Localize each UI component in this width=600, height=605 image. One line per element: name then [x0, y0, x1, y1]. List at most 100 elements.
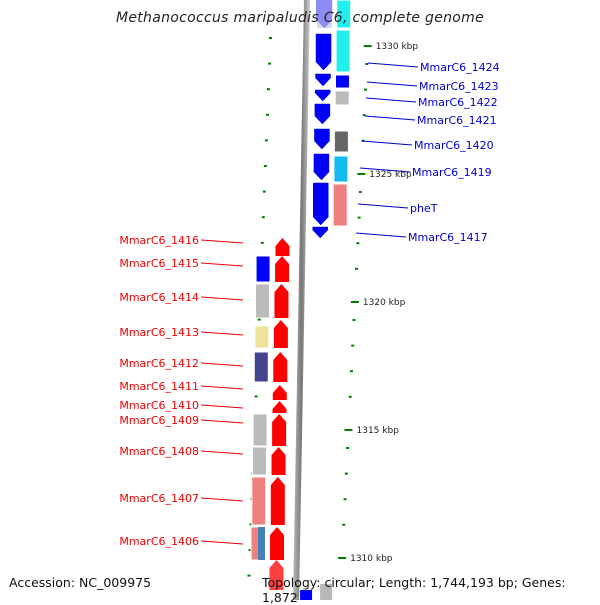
major-tick: [338, 557, 347, 559]
forward-gene-arrow: [270, 527, 285, 560]
major-tick: [344, 429, 353, 431]
tick-label: 1310 kbp: [350, 554, 393, 564]
minor-tick: [349, 370, 353, 373]
label-leader-line: [200, 262, 244, 267]
minor-tick: [351, 344, 355, 347]
gene-label: MmarC6_1417: [408, 231, 488, 244]
minor-tick: [267, 62, 271, 65]
reverse-gene-arrow: [314, 103, 331, 125]
cog-box: [253, 351, 269, 383]
accession-label: Accession: NC_009975: [9, 575, 152, 590]
gene-label: MmarC6_1408: [119, 445, 199, 458]
backbone-line: [293, 0, 310, 600]
gene-label: MmarC6_1422: [418, 96, 498, 109]
label-leader-line: [200, 404, 244, 409]
label-leader-line: [200, 331, 244, 336]
minor-tick: [358, 191, 362, 193]
label-leader-line: [367, 62, 419, 68]
forward-gene-arrow: [273, 320, 288, 348]
forward-gene-arrow: [275, 238, 290, 256]
reverse-gene-arrow: [312, 226, 328, 239]
reverse-gene-arrow: [315, 33, 332, 71]
minor-tick: [264, 139, 268, 142]
minor-tick: [266, 88, 270, 91]
label-leader-line: [200, 419, 244, 424]
reverse-gene-arrow: [313, 182, 329, 226]
tick-label: 1325 kbp: [369, 170, 412, 180]
cog-box: [332, 183, 348, 227]
gene-label: MmarC6_1414: [119, 291, 199, 304]
genome-summary: Topology: circular; Length: 1,744,193 bp…: [262, 575, 566, 605]
major-tick: [363, 45, 372, 47]
cog-box: [335, 29, 351, 73]
minor-tick: [362, 114, 366, 117]
cog-box: [300, 590, 313, 600]
minor-tick: [348, 395, 352, 398]
label-leader-line: [364, 115, 416, 121]
label-leader-line: [355, 232, 407, 238]
minor-tick: [355, 267, 359, 270]
gene-label: MmarC6_1416: [119, 234, 199, 247]
major-tick: [350, 301, 359, 303]
cog-box: [252, 446, 268, 476]
minor-tick: [268, 37, 272, 39]
cog-box: [320, 584, 333, 600]
minor-tick: [257, 318, 261, 321]
gene-label: MmarC6_1412: [119, 357, 199, 370]
forward-gene-arrow: [271, 447, 286, 475]
minor-tick: [262, 190, 266, 193]
tick-label: 1320 kbp: [363, 298, 406, 308]
forward-gene-arrow: [273, 352, 288, 382]
forward-gene-arrow: [272, 414, 287, 446]
gene-label: MmarC6_1423: [419, 80, 499, 93]
reverse-gene-arrow: [315, 73, 331, 87]
reverse-gene-arrow: [314, 128, 330, 150]
map-title: Methanococcus maripaludis C6, complete g…: [115, 10, 485, 26]
label-leader-line: [357, 203, 409, 209]
gene-label: MmarC6_1413: [119, 326, 199, 339]
forward-gene-arrow: [274, 284, 289, 318]
cog-box: [317, 0, 332, 28]
gene-label: MmarC6_1410: [119, 399, 199, 412]
gene-label: MmarC6_1421: [417, 114, 497, 127]
minor-tick: [249, 523, 253, 526]
minor-tick: [247, 574, 251, 577]
cog-box: [258, 527, 266, 560]
minor-tick: [357, 216, 361, 219]
tick-label: 1315 kbp: [357, 426, 400, 436]
gene-label: MmarC6_1415: [119, 257, 199, 270]
minor-tick: [364, 88, 368, 91]
label-leader-line: [200, 450, 244, 455]
cog-box: [333, 130, 349, 153]
label-leader-line: [361, 140, 413, 146]
cog-box: [335, 74, 351, 89]
gene-label: MmarC6_1420: [414, 139, 494, 152]
label-leader-line: [366, 81, 418, 87]
gene-label: pheT: [410, 202, 438, 215]
forward-gene-arrow: [270, 477, 285, 525]
label-leader-line: [200, 385, 244, 390]
minor-tick: [342, 523, 346, 526]
gene-label: MmarC6_1409: [119, 414, 199, 427]
label-leader-line: [365, 97, 417, 103]
minor-tick: [248, 549, 252, 551]
label-leader-line: [200, 239, 244, 244]
forward-gene-arrow: [272, 401, 287, 413]
label-leader-line: [200, 296, 244, 301]
gene-label: MmarC6_1407: [119, 492, 199, 505]
label-leader-line: [200, 497, 244, 502]
tick-label: 1330 kbp: [376, 42, 419, 52]
cog-box: [254, 325, 270, 349]
gene-label: MmarC6_1411: [119, 380, 199, 393]
cog-box: [336, 0, 352, 29]
cog-box: [333, 155, 349, 183]
forward-gene-arrow: [275, 256, 290, 282]
gene-label: MmarC6_1419: [412, 166, 492, 179]
label-leader-line: [200, 362, 244, 367]
gene-label: MmarC6_1406: [119, 535, 199, 548]
label-leader-line: [359, 167, 411, 173]
minor-tick: [344, 472, 348, 475]
forward-gene-arrow: [272, 385, 287, 400]
minor-tick: [352, 319, 356, 321]
